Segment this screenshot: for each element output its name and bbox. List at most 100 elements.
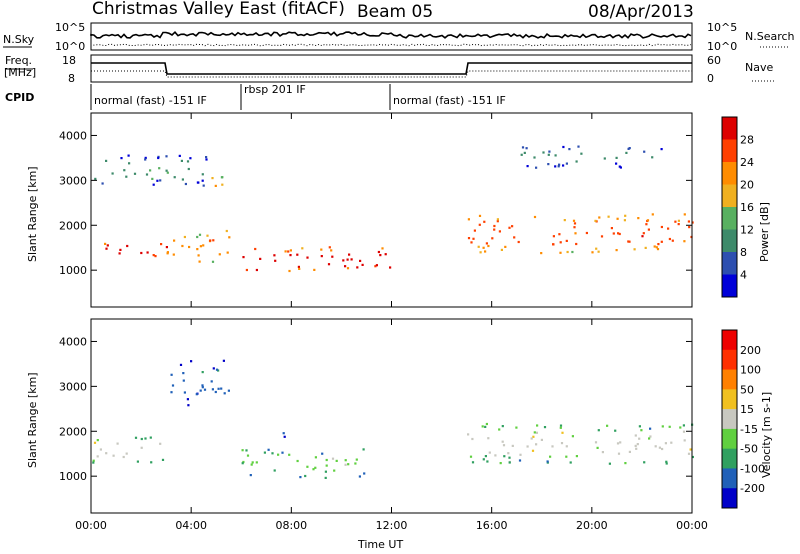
cell-0 <box>105 247 108 250</box>
cell-3 <box>688 226 691 229</box>
cell-2 <box>638 425 641 428</box>
colorbar-swatch-4 <box>722 409 737 430</box>
cell-5 <box>189 157 192 160</box>
cell-5 <box>173 176 176 179</box>
cell-6 <box>615 162 618 165</box>
cell-6 <box>651 156 654 159</box>
cell-3 <box>600 235 604 238</box>
cell-1 <box>241 449 244 452</box>
cell-3 <box>651 213 654 216</box>
power-colorbar: 4 8 12 16 20 24 28 <box>721 116 754 298</box>
cell-3 <box>641 235 644 238</box>
cell-2 <box>560 442 564 445</box>
cell-2 <box>559 424 563 427</box>
cell-1 <box>335 459 338 462</box>
colorbar-swatch-7 <box>722 468 737 489</box>
cell-1 <box>296 459 299 463</box>
cell-1 <box>202 244 205 247</box>
cell-1 <box>304 474 307 478</box>
cell-1 <box>188 245 191 249</box>
colorbar-swatch-4 <box>722 207 737 230</box>
nsky-label: N.Sky <box>3 33 35 46</box>
cell-3 <box>683 240 686 243</box>
xaxis-label: Time UT <box>357 538 403 551</box>
cell-1 <box>228 236 231 239</box>
cell-2 <box>467 433 470 436</box>
cell-2 <box>306 256 309 259</box>
cell-3 <box>479 251 482 254</box>
cell-5 <box>152 183 155 186</box>
cpid-segment-3: normal (fast) -151 IF <box>393 94 506 107</box>
cell-3 <box>227 389 230 392</box>
cell-2 <box>313 268 316 271</box>
cpid-segment-2: rbsp 201 IF <box>244 83 306 96</box>
cell-5 <box>181 178 184 181</box>
cell-1 <box>306 465 309 468</box>
cell-0 <box>92 459 95 462</box>
cell-3 <box>199 389 202 392</box>
cell-2 <box>559 426 562 429</box>
cell-3 <box>627 240 630 243</box>
cell-2 <box>481 425 484 428</box>
y-tick-label-2: 3000 <box>59 380 87 393</box>
power-y-axis: 1000 2000 3000 4000 <box>59 129 692 277</box>
cell-3 <box>552 243 555 246</box>
y-tick-label-3: 4000 <box>59 335 87 348</box>
cell-3 <box>190 360 193 363</box>
cell-2 <box>381 247 384 250</box>
cell-2 <box>320 248 323 251</box>
cell-1 <box>212 239 215 242</box>
cell-1 <box>198 260 201 263</box>
cell-2 <box>606 424 609 427</box>
cell-2 <box>617 452 621 455</box>
cell-2 <box>533 431 536 434</box>
cell-3 <box>616 217 619 220</box>
cell-3 <box>498 230 501 233</box>
velocity-ylabel: Slant Range [km] <box>26 372 39 468</box>
cell-0 <box>152 254 155 257</box>
cell-2 <box>320 255 323 258</box>
colorbar-tick-1: 8 <box>740 246 747 259</box>
cell-2 <box>469 455 473 458</box>
freq-tick-bottom: 8 <box>68 72 75 85</box>
cell-5 <box>166 171 169 174</box>
cell-3 <box>217 369 220 372</box>
cell-0 <box>99 448 102 451</box>
cell-0 <box>161 458 165 461</box>
nave-label: Nave <box>745 61 773 74</box>
cell-3 <box>493 224 496 228</box>
cell-2 <box>274 259 277 262</box>
colorbar-swatch-3 <box>722 389 737 410</box>
cell-1 <box>206 234 209 237</box>
cell-3 <box>647 228 650 231</box>
cell-1 <box>245 449 248 452</box>
colorbar-swatch-7 <box>722 274 737 298</box>
colorbar-swatch-3 <box>722 184 737 208</box>
cell-1 <box>362 448 365 451</box>
station-title: Christmas Valley East (fitACF) <box>92 0 345 19</box>
cell-2 <box>245 268 248 272</box>
cell-1 <box>166 251 169 254</box>
x-tick-label-2: 08:00 <box>275 519 307 532</box>
cell-2 <box>519 453 522 456</box>
cell-2 <box>682 424 685 427</box>
cell-2 <box>549 455 552 458</box>
frequency-trace <box>91 62 692 75</box>
cpid-label: CPID <box>5 91 34 104</box>
cell-1 <box>314 466 317 469</box>
cell-2 <box>488 451 491 454</box>
cell-3 <box>182 372 185 375</box>
cell-3 <box>201 371 204 374</box>
cell-3 <box>211 388 214 391</box>
cell-2 <box>328 246 331 249</box>
cell-1 <box>249 474 252 477</box>
cell-1 <box>242 460 245 464</box>
cpid-segment-1: normal (fast) -151 IF <box>94 94 207 107</box>
cell-1 <box>246 454 250 457</box>
cell-2 <box>628 450 631 453</box>
cell-2 <box>273 254 276 257</box>
velocity-x-axis: 00:00 04:00 08:00 12:00 16:00 20:00 00:00 <box>75 319 708 532</box>
cell-2 <box>649 427 652 430</box>
cell-5 <box>196 181 199 184</box>
colorbar-tick-3: 16 <box>740 201 754 214</box>
